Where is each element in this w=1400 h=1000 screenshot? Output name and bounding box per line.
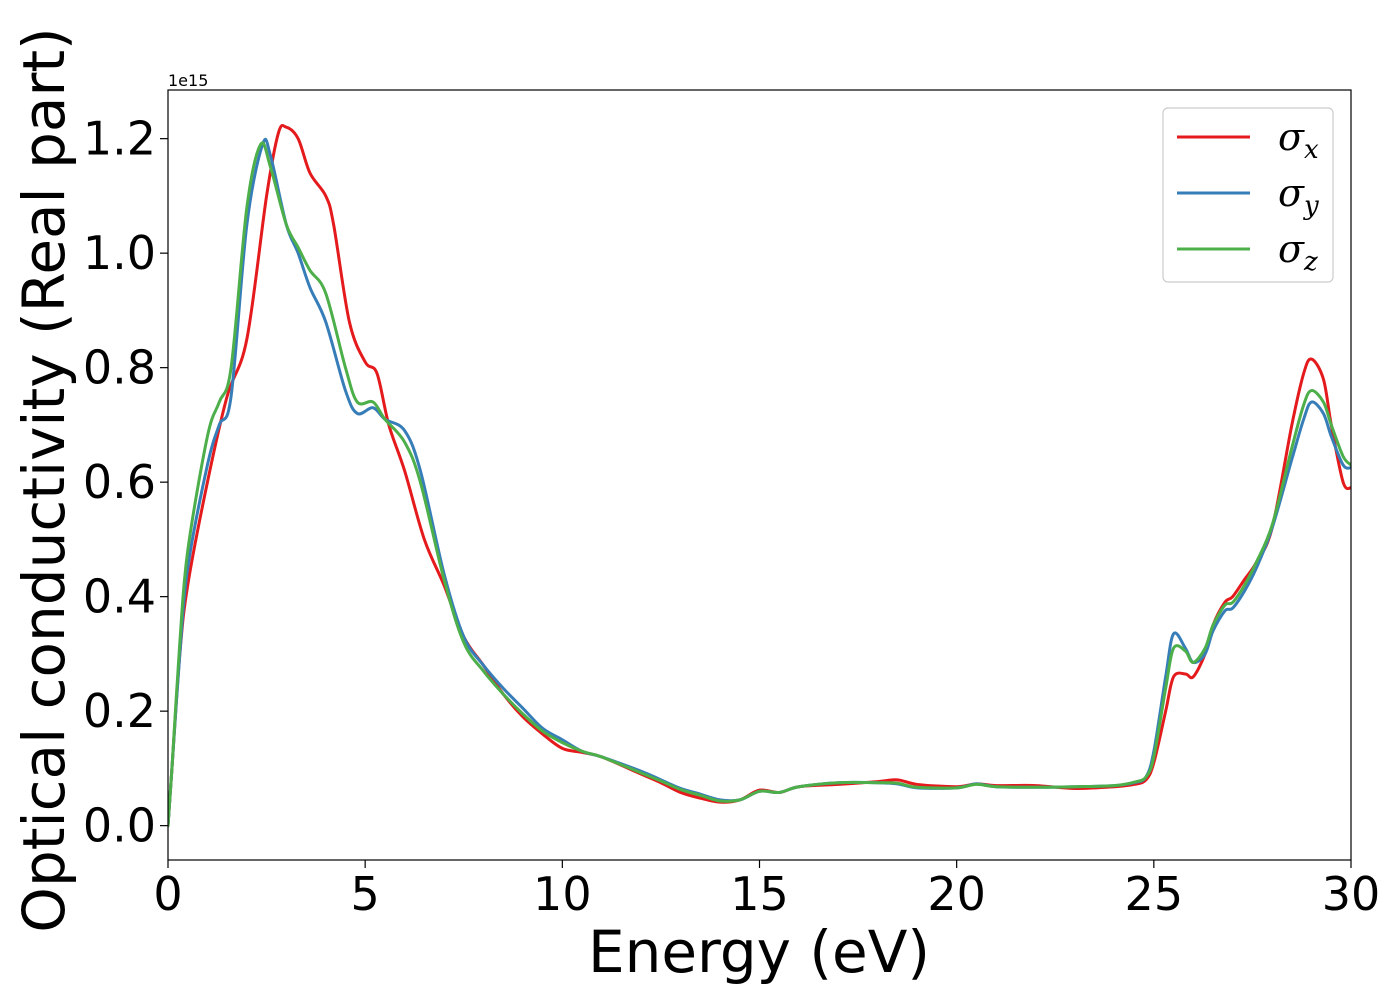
y-tick-label: 0.8 bbox=[83, 341, 156, 395]
y-tick-label: 1.0 bbox=[83, 226, 156, 280]
y-tick-label: 0.0 bbox=[83, 799, 156, 853]
x-tick-label: 10 bbox=[533, 867, 592, 921]
y-tick-label: 0.4 bbox=[83, 570, 156, 624]
x-tick-label: 30 bbox=[1322, 867, 1381, 921]
series-line-z bbox=[168, 141, 1351, 828]
x-tick-label: 0 bbox=[153, 867, 182, 921]
x-tick-label: 25 bbox=[1125, 867, 1184, 921]
legend-box bbox=[1162, 107, 1334, 283]
legend-label-x: σx bbox=[1278, 115, 1319, 165]
y-axis-title: Optical conductivity (Real part) bbox=[10, 27, 78, 932]
axes: 0 5 10 15 20 25 30 0.0 0.2 0.4 0.6 0.8 1.0 1.2 bbox=[83, 89, 1381, 921]
plot-area bbox=[168, 123, 1351, 828]
y-tick-label: 0.2 bbox=[83, 684, 156, 738]
y-tick-label: 0.6 bbox=[83, 455, 156, 509]
y-axis-offset-label: 1e15 bbox=[168, 71, 208, 90]
x-axis-title: Energy (eV) bbox=[588, 918, 930, 986]
x-tick-label: 15 bbox=[730, 867, 789, 921]
legend: σx σy σz bbox=[1162, 107, 1334, 283]
legend-label-y: σy bbox=[1278, 171, 1319, 221]
x-tick-label: 5 bbox=[351, 867, 380, 921]
legend-label-z: σz bbox=[1278, 227, 1318, 277]
y-tick-label: 1.2 bbox=[83, 112, 156, 166]
x-tick-label: 20 bbox=[927, 867, 986, 921]
